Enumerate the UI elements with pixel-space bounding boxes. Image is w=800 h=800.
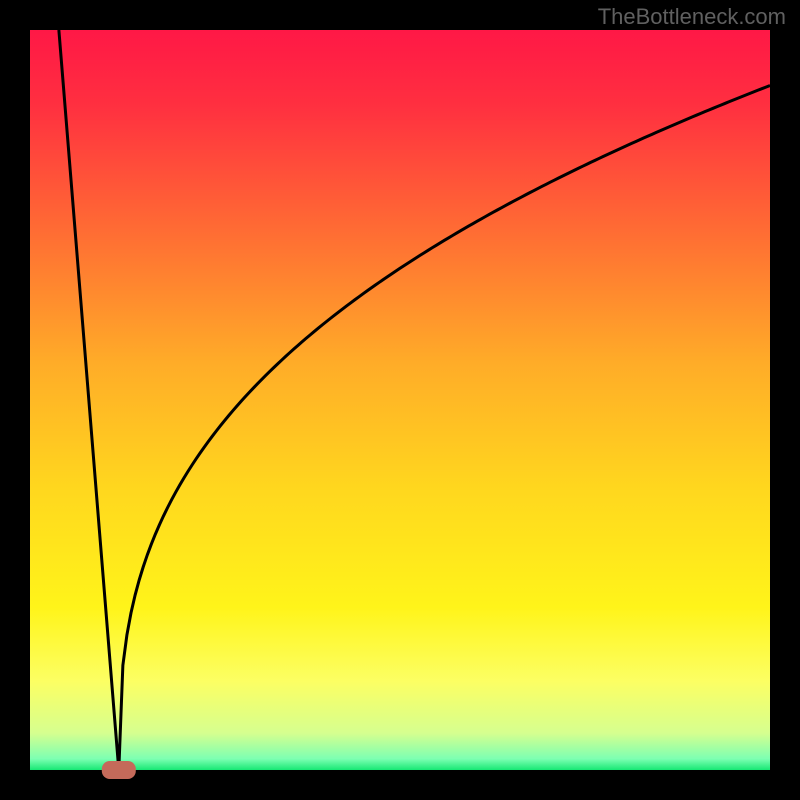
optimal-point-marker (102, 761, 136, 779)
watermark-text: TheBottleneck.com (598, 4, 786, 30)
plot-background (30, 30, 770, 770)
bottleneck-chart (0, 0, 800, 800)
